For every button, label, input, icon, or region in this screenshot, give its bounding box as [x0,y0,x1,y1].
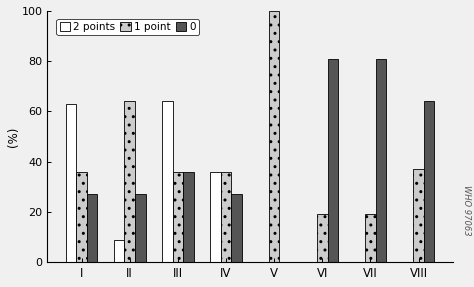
Bar [231,194,242,262]
Text: WHO 97063: WHO 97063 [463,185,471,235]
Bar [173,172,183,262]
Bar [317,214,328,262]
Bar [87,194,97,262]
Y-axis label: (%): (%) [7,126,20,147]
Bar [424,101,434,262]
Bar [365,214,376,262]
Bar [65,104,76,262]
Bar [328,59,338,262]
Bar [76,172,87,262]
Bar [269,11,279,262]
Bar [183,172,194,262]
Bar [221,172,231,262]
Bar [135,194,146,262]
Bar [210,172,221,262]
Bar [376,59,386,262]
Bar [124,101,135,262]
Bar [162,101,173,262]
Bar [114,240,124,262]
Legend: 2 points, 1 point, 0: 2 points, 1 point, 0 [56,19,199,35]
Bar [413,169,424,262]
